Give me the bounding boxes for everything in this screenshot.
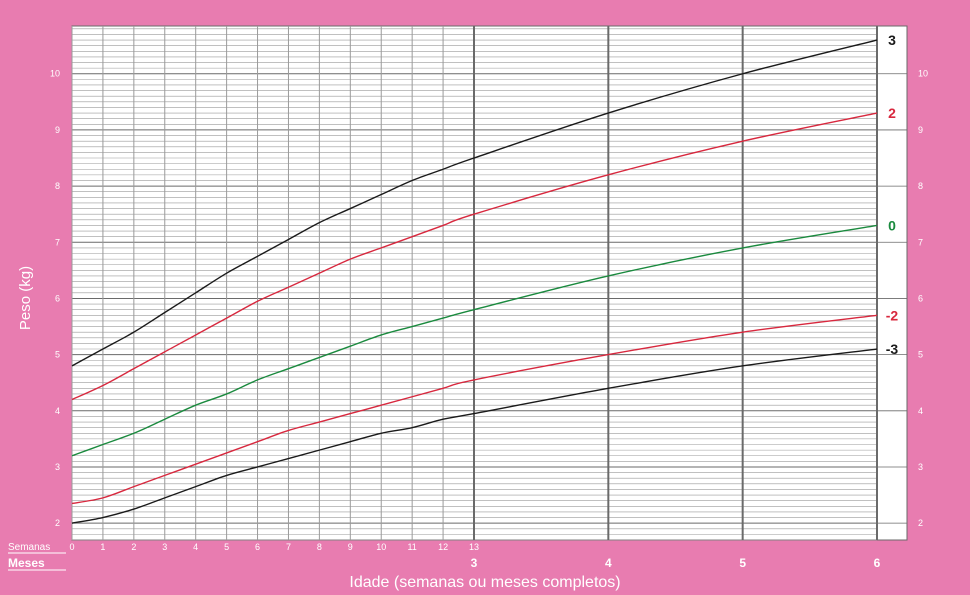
week-tick-label: 13 bbox=[469, 542, 479, 552]
series-line-minus2 bbox=[71, 314, 878, 505]
week-tick-label: 10 bbox=[376, 542, 386, 552]
week-tick-label: 9 bbox=[348, 542, 353, 552]
week-tick-label: 12 bbox=[438, 542, 448, 552]
y-tick-label-left: 8 bbox=[55, 181, 60, 191]
week-tick-label: 2 bbox=[131, 542, 136, 552]
series-label: 2 bbox=[888, 105, 896, 121]
week-tick-label: 7 bbox=[286, 542, 291, 552]
y-tick-label-left: 2 bbox=[55, 518, 60, 528]
series-label: -3 bbox=[886, 341, 899, 357]
right-label-strip bbox=[877, 26, 907, 540]
series-label: -2 bbox=[886, 307, 899, 323]
y-tick-label-right: 6 bbox=[918, 293, 923, 303]
week-tick-label: 4 bbox=[193, 542, 198, 552]
week-tick-label: 1 bbox=[100, 542, 105, 552]
y-tick-label-right: 9 bbox=[918, 125, 923, 135]
month-tick-label: 6 bbox=[874, 556, 881, 570]
x-axis-title: Idade (semanas ou meses completos) bbox=[349, 574, 620, 591]
week-tick-label: 3 bbox=[162, 542, 167, 552]
y-axis-title: Peso (kg) bbox=[17, 266, 34, 330]
y-tick-label-left: 7 bbox=[55, 237, 60, 247]
y-tick-label-left: 10 bbox=[50, 69, 60, 79]
y-tick-label-left: 3 bbox=[55, 462, 60, 472]
y-tick-label-left: 6 bbox=[55, 293, 60, 303]
y-tick-label-right: 8 bbox=[918, 181, 923, 191]
series-line-2 bbox=[71, 112, 878, 401]
y-tick-label-right: 5 bbox=[918, 350, 923, 360]
months-axis-title: Meses bbox=[8, 556, 45, 570]
y-tick-label-right: 4 bbox=[918, 406, 923, 416]
y-tick-label-left: 4 bbox=[55, 406, 60, 416]
week-tick-label: 11 bbox=[407, 542, 416, 552]
series-lines bbox=[71, 39, 878, 524]
series-line-3 bbox=[71, 39, 878, 367]
y-tick-label-right: 2 bbox=[918, 518, 923, 528]
series-label: 0 bbox=[888, 217, 896, 233]
series-label: 3 bbox=[888, 32, 896, 48]
month-tick-label: 5 bbox=[739, 556, 746, 570]
month-tick-label: 4 bbox=[605, 556, 612, 570]
week-tick-label: 5 bbox=[224, 542, 229, 552]
month-tick-label: 3 bbox=[471, 556, 478, 570]
weeks-axis-title: Semanas bbox=[8, 542, 50, 553]
y-tick-label-right: 10 bbox=[918, 69, 928, 79]
y-tick-label-right: 3 bbox=[918, 462, 923, 472]
y-tick-label-left: 5 bbox=[55, 350, 60, 360]
y-tick-label-right: 7 bbox=[918, 237, 923, 247]
y-tick-label-left: 9 bbox=[55, 125, 60, 135]
week-tick-label: 6 bbox=[255, 542, 260, 552]
series-line-0 bbox=[71, 224, 878, 457]
week-tick-label: 8 bbox=[317, 542, 322, 552]
series-line-minus3 bbox=[71, 348, 878, 524]
week-tick-label: 0 bbox=[69, 542, 74, 552]
